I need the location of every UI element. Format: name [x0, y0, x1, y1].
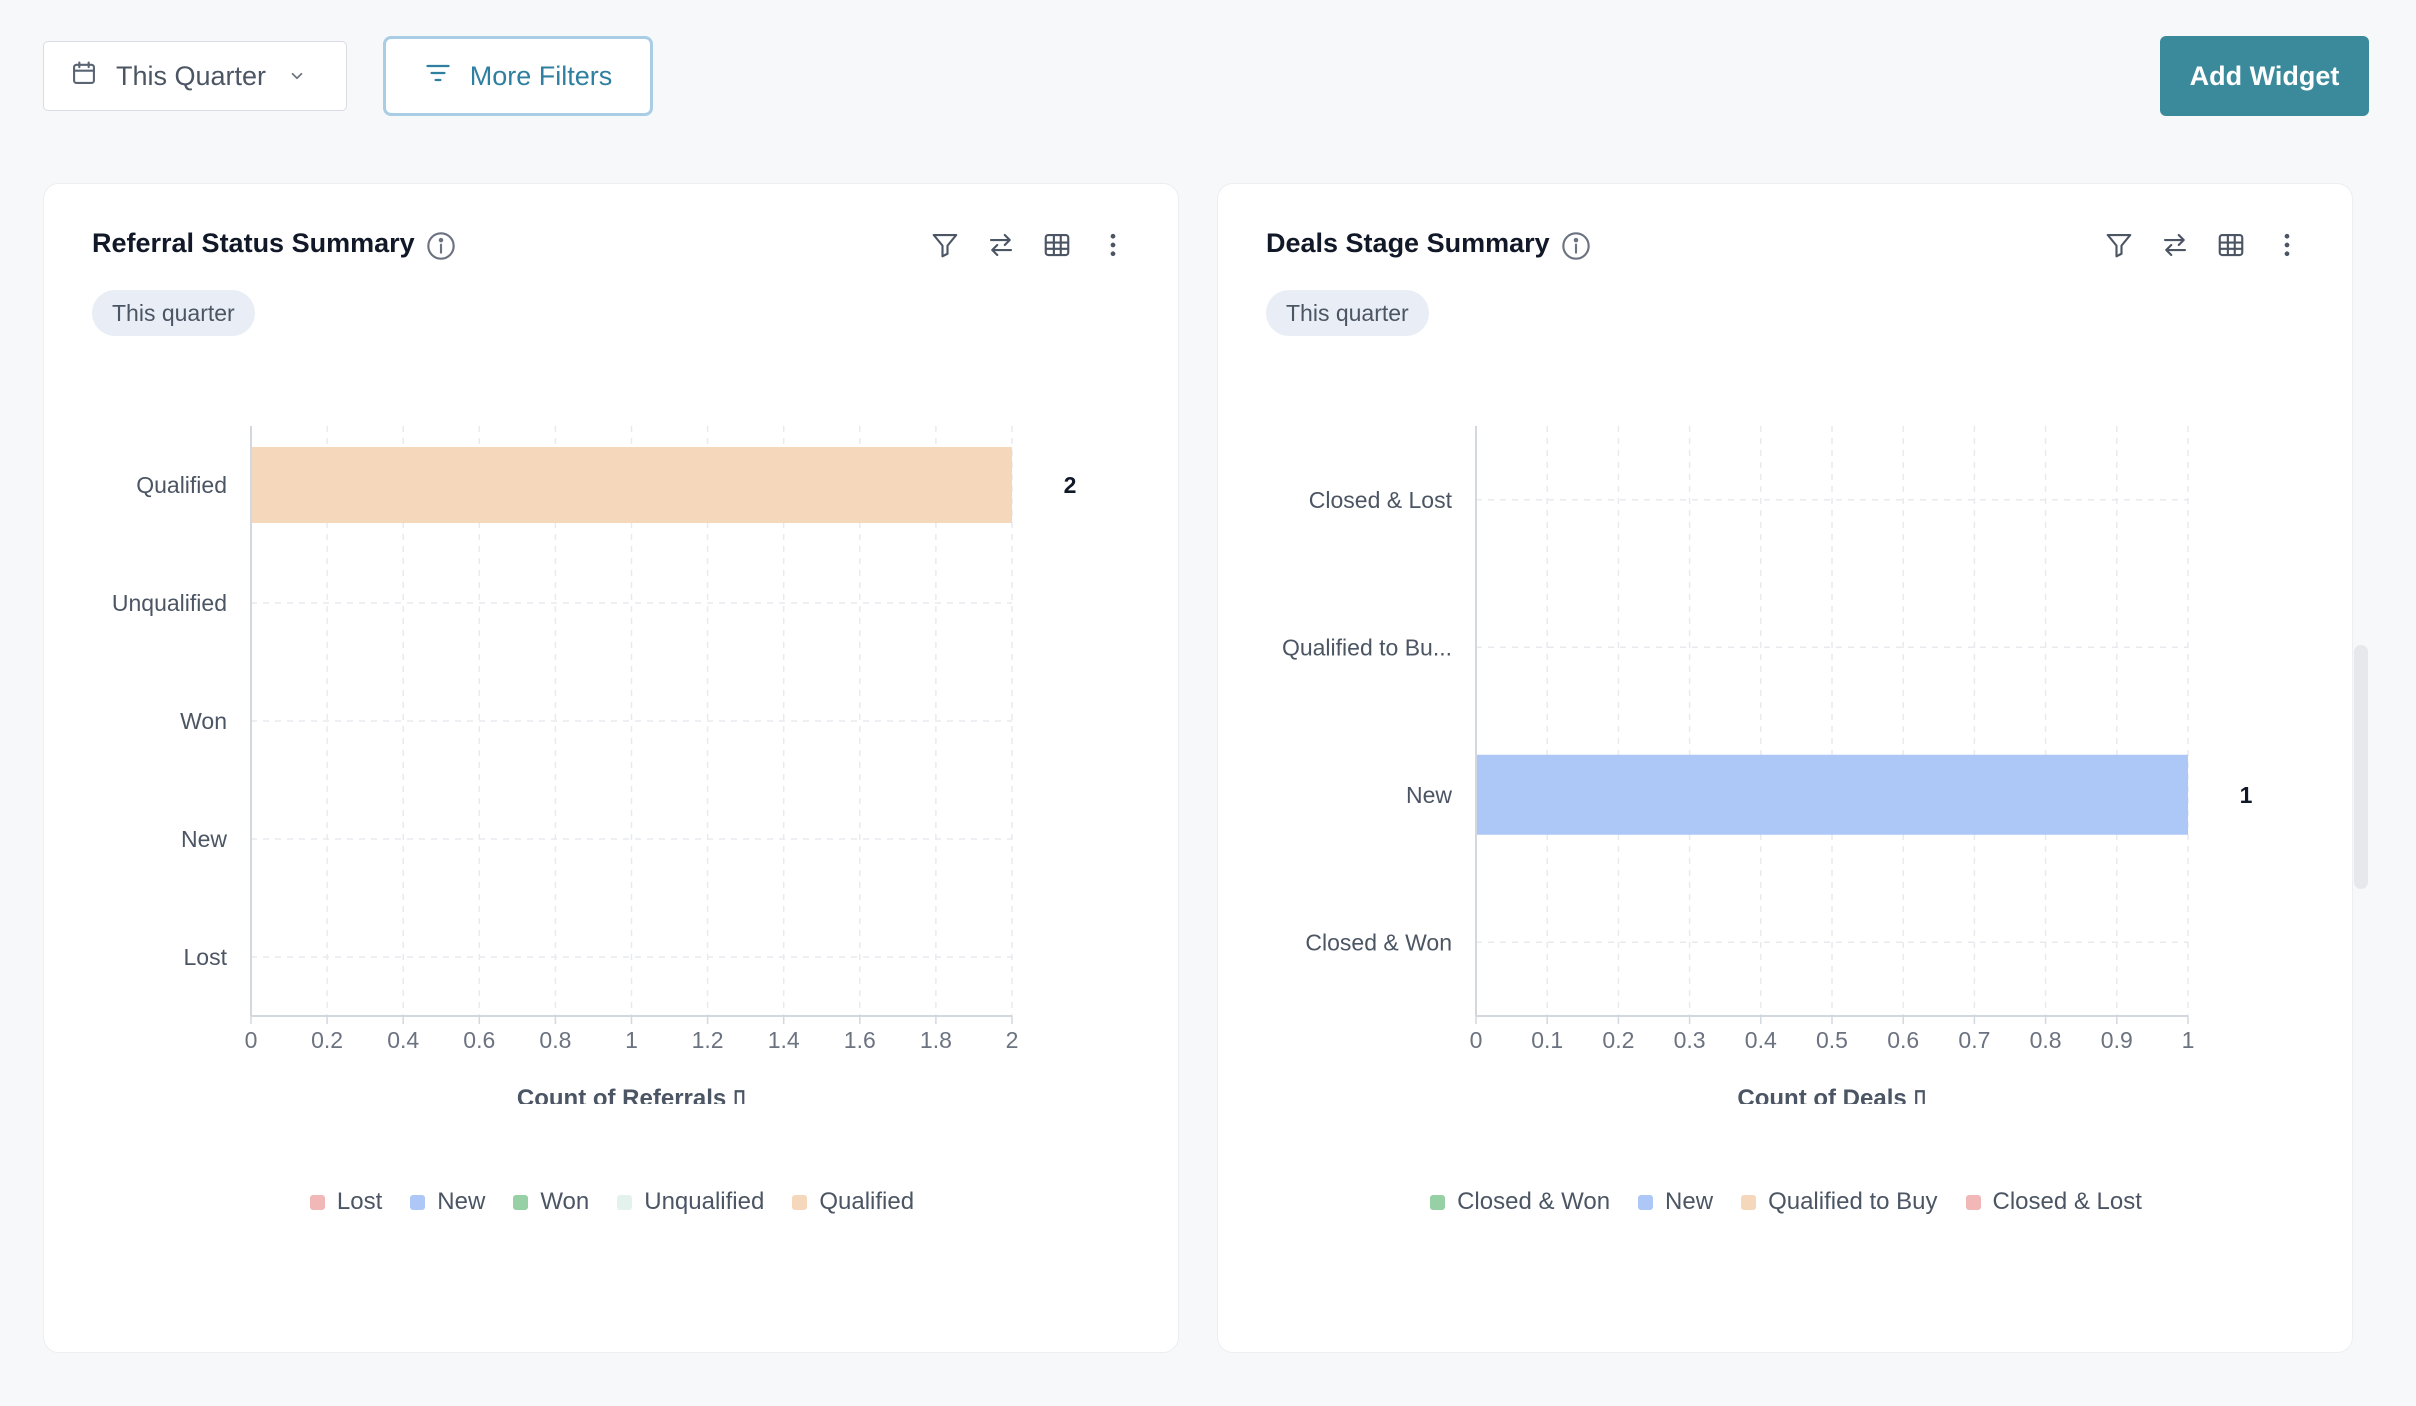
- x-tick-label: 0.6: [463, 1027, 495, 1053]
- more-options-icon[interactable]: [1096, 228, 1130, 262]
- legend-item[interactable]: New: [410, 1188, 485, 1216]
- legend-item[interactable]: Closed & Won: [1430, 1188, 1610, 1216]
- y-category-label: Unqualified: [112, 590, 227, 616]
- referral-status-widget: Referral Status Summary This quarter 0 0.…: [43, 183, 1179, 1353]
- y-category-label: New: [181, 826, 227, 852]
- x-tick-label: 1.2: [692, 1027, 724, 1053]
- legend-label: Qualified: [819, 1188, 915, 1215]
- x-tick-label: 1.4: [768, 1027, 800, 1053]
- legend-swatch: [309, 1194, 325, 1210]
- x-tick-label: 1.6: [844, 1027, 876, 1053]
- y-category-label: Qualified: [136, 472, 227, 498]
- bar-qualified[interactable]: [251, 447, 1012, 523]
- x-tick-label: 0.2: [311, 1027, 343, 1053]
- x-tick-label: 0.4: [387, 1027, 419, 1053]
- date-range-label: This Quarter: [116, 60, 267, 91]
- legend-swatch: [617, 1194, 633, 1210]
- deals-stage-widget: Deals Stage Summary This quarter 0 0.1 0.2…: [1217, 183, 2353, 1353]
- x-tick-label: 0.1: [1531, 1027, 1563, 1053]
- legend-label: Won: [540, 1188, 590, 1215]
- x-axis-title: Count of Referrals ▯: [517, 1085, 746, 1104]
- swap-icon[interactable]: [984, 228, 1018, 262]
- chevron-down-icon: [288, 61, 306, 92]
- deals-bar-chart: 0 0.1 0.2 0.3 0.4 0.5 0.6 0.7 0.8 0.9 1 Closed & Lo…: [1282, 426, 2253, 1104]
- chart-legend: Closed & Won New Qualified to Buy Closed & …: [1218, 1188, 2354, 1216]
- widget-title: Referral Status Summary: [92, 228, 415, 258]
- table-view-icon[interactable]: [2214, 228, 2248, 262]
- legend-label: New: [1665, 1188, 1714, 1215]
- x-tick-label: 0: [1470, 1027, 1483, 1053]
- legend-item[interactable]: Qualified: [792, 1188, 914, 1216]
- legend-item[interactable]: Unqualified: [617, 1188, 764, 1216]
- date-range-dropdown[interactable]: This Quarter: [43, 41, 347, 111]
- x-tick-label: 2: [1006, 1027, 1019, 1053]
- period-badge: This quarter: [92, 290, 255, 336]
- legend-item[interactable]: Closed & Lost: [1965, 1188, 2142, 1216]
- legend-swatch: [1741, 1194, 1757, 1210]
- x-tick-label: 0.4: [1745, 1027, 1777, 1053]
- referral-bar-chart: 0 0.2 0.4 0.6 0.8 1 1.2 1.4 1.6 1.8 2 Qualified 2 Unq…: [112, 426, 1077, 1104]
- more-filters-button[interactable]: More Filters: [383, 36, 653, 116]
- widget-actions: [928, 228, 1130, 262]
- legend-label: Qualified to Buy: [1768, 1188, 1938, 1215]
- x-tick-label: 0.9: [2101, 1027, 2133, 1053]
- more-filters-label: More Filters: [469, 60, 613, 91]
- legend-label: Lost: [336, 1188, 383, 1215]
- legend-item[interactable]: New: [1638, 1188, 1713, 1216]
- x-axis-title: Count of Deals ▯: [1737, 1085, 1926, 1104]
- x-tick-label: 0.2: [1602, 1027, 1634, 1053]
- legend-item[interactable]: Won: [513, 1188, 589, 1216]
- bar-data-label: 2: [1064, 472, 1077, 498]
- x-tick-label: 0.8: [2030, 1027, 2062, 1053]
- filter-icon[interactable]: [928, 228, 962, 262]
- y-category-label: Closed & Won: [1305, 929, 1452, 955]
- filter-lines-icon: [424, 59, 452, 94]
- table-view-icon[interactable]: [1040, 228, 1074, 262]
- x-tick-label: 0: [245, 1027, 258, 1053]
- bar-data-label: 1: [2240, 782, 2253, 808]
- y-category-label: Qualified to Bu...: [1282, 634, 1452, 660]
- info-icon[interactable]: [425, 230, 457, 262]
- dashboard-toolbar: This Quarter More Filters Add Widget: [0, 0, 2416, 150]
- x-tick-label: 0.6: [1887, 1027, 1919, 1053]
- vertical-scrollbar[interactable]: [2354, 645, 2368, 889]
- period-badge: This quarter: [1266, 290, 1429, 336]
- more-options-icon[interactable]: [2270, 228, 2304, 262]
- y-category-label: Won: [180, 708, 227, 734]
- bar-new[interactable]: [1476, 754, 2188, 835]
- legend-label: New: [437, 1188, 486, 1215]
- legend-label: Unqualified: [644, 1188, 765, 1215]
- x-tick-label: 1.8: [920, 1027, 952, 1053]
- legend-item[interactable]: Qualified to Buy: [1741, 1188, 1938, 1216]
- swap-icon[interactable]: [2158, 228, 2192, 262]
- filter-icon[interactable]: [2102, 228, 2136, 262]
- legend-swatch: [1965, 1194, 1981, 1210]
- x-tick-label: 0.7: [1958, 1027, 1990, 1053]
- widget-actions: [2102, 228, 2304, 262]
- x-tick-label: 1: [2182, 1027, 2195, 1053]
- widget-title: Deals Stage Summary: [1266, 228, 1550, 258]
- legend-swatch: [1638, 1194, 1654, 1210]
- legend-swatch: [513, 1194, 529, 1210]
- legend-label: Closed & Lost: [1992, 1188, 2142, 1215]
- chart-legend: Lost New Won Unqualified Qualified: [44, 1188, 1180, 1216]
- y-category-label: Closed & Lost: [1309, 487, 1453, 513]
- x-tick-label: 0.3: [1674, 1027, 1706, 1053]
- legend-swatch: [1430, 1194, 1446, 1210]
- y-category-label: Lost: [184, 944, 228, 970]
- legend-swatch: [410, 1194, 426, 1210]
- info-icon[interactable]: [1560, 230, 1592, 262]
- x-tick-label: 1: [625, 1027, 638, 1053]
- y-category-label: New: [1406, 782, 1452, 808]
- x-tick-label: 0.5: [1816, 1027, 1848, 1053]
- calendar-icon: [70, 59, 98, 94]
- legend-swatch: [792, 1194, 808, 1210]
- x-tick-label: 0.8: [539, 1027, 571, 1053]
- add-widget-button[interactable]: Add Widget: [2160, 36, 2369, 116]
- legend-label: Closed & Won: [1457, 1188, 1611, 1215]
- legend-item[interactable]: Lost: [309, 1188, 383, 1216]
